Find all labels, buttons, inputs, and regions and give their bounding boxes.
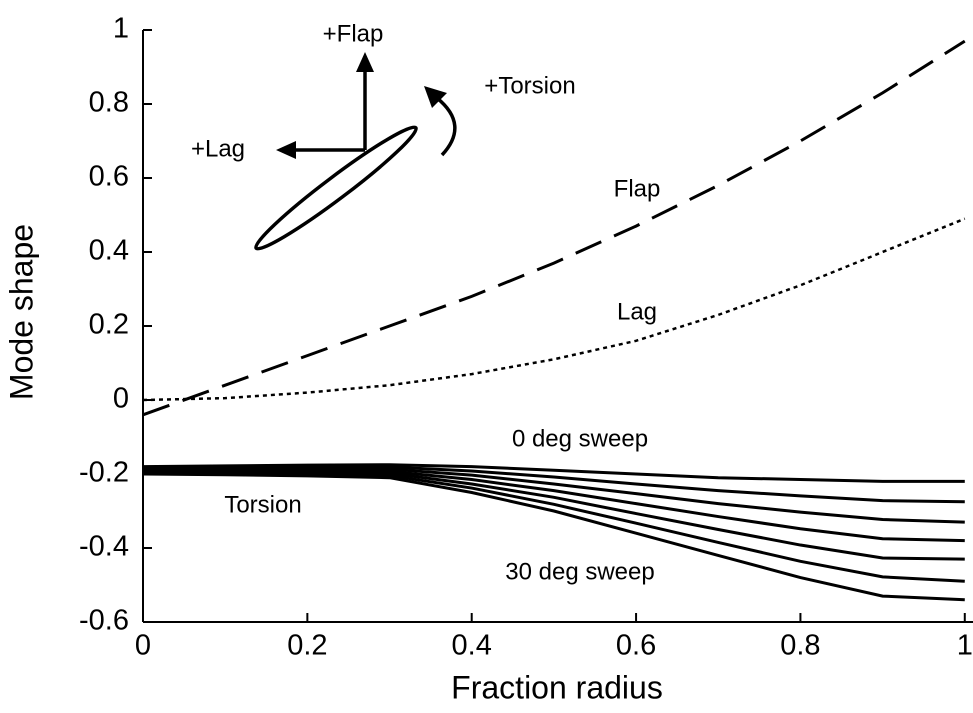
series-label: 30 deg sweep bbox=[505, 558, 654, 585]
series-label: Flap bbox=[614, 175, 661, 202]
inset-diagram bbox=[254, 52, 457, 251]
series-line bbox=[142, 463, 965, 483]
series-line bbox=[142, 469, 965, 561]
y-tick-label: 0.2 bbox=[89, 309, 129, 341]
arrow-head bbox=[356, 52, 374, 72]
y-tick-label: -0.4 bbox=[79, 531, 129, 563]
y-axis-label: Mode shape bbox=[3, 224, 39, 400]
x-tick-label: 0.2 bbox=[287, 630, 327, 662]
x-tick-label: 0.8 bbox=[780, 630, 820, 662]
annotation: +Lag bbox=[191, 135, 245, 162]
annotation: +Torsion bbox=[484, 72, 575, 99]
x-tick-label: 0 bbox=[135, 630, 151, 662]
annotation: Torsion bbox=[224, 491, 301, 518]
series-line bbox=[143, 468, 965, 543]
x-axis-label: Fraction radius bbox=[451, 669, 663, 705]
x-tick-label: 0.4 bbox=[452, 630, 492, 662]
series-line bbox=[142, 39, 966, 417]
series-line bbox=[142, 471, 965, 583]
y-tick-label: 0.4 bbox=[89, 235, 129, 267]
airfoil bbox=[254, 125, 418, 251]
arrow-head bbox=[276, 141, 296, 159]
y-tick-label: 0.6 bbox=[89, 161, 129, 193]
annotation: +Flap bbox=[323, 20, 384, 47]
series-line bbox=[142, 472, 965, 602]
torsion-arrow bbox=[435, 96, 457, 157]
x-tick-label: 1 bbox=[957, 630, 973, 662]
series-line bbox=[142, 217, 966, 402]
y-tick-label: 1 bbox=[113, 13, 129, 45]
y-tick-label: 0 bbox=[113, 383, 129, 415]
arrow-head bbox=[424, 86, 447, 108]
y-tick-label: -0.2 bbox=[79, 457, 129, 489]
series-label: Lag bbox=[617, 298, 657, 325]
series-line bbox=[142, 465, 965, 504]
x-tick-label: 0.6 bbox=[616, 630, 656, 662]
y-tick-label: 0.8 bbox=[89, 87, 129, 119]
y-tick-label: -0.6 bbox=[79, 605, 129, 637]
series-label: 0 deg sweep bbox=[512, 425, 648, 452]
